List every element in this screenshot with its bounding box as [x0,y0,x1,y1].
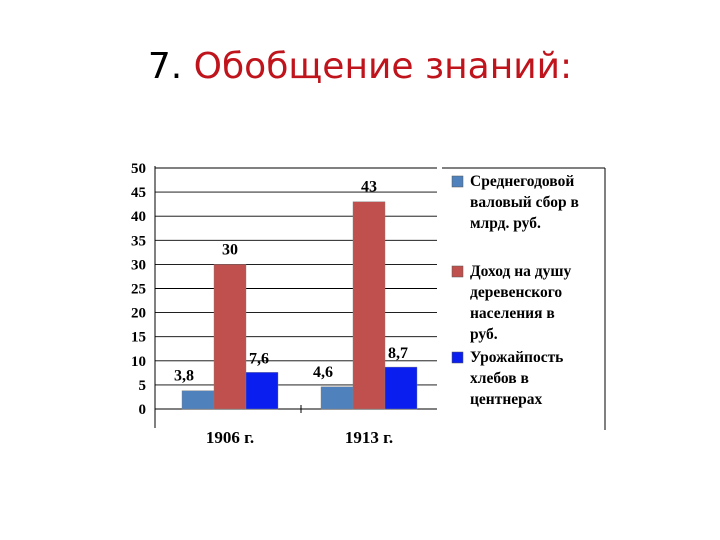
legend-text-1-3: руб. [470,326,498,343]
y-tick-label-2: 10 [131,354,146,370]
data-label-1-2: 8,7 [388,345,408,362]
y-tick-label-0: 0 [139,402,147,418]
x-category-label-0: 1906 г. [206,428,254,447]
data-label-1-0: 4,6 [313,364,333,381]
slide-title-text: Обобщение знаний: [193,46,573,87]
legend-text-1-0: Доход на душу [470,263,571,280]
data-label-0-0: 3,8 [174,368,194,385]
bar-0-0 [181,390,215,410]
bar-1-1 [352,201,386,410]
axes: 0 5 10 15 20 25 30 35 40 45 50 1906 г. 1913 г. [131,161,437,447]
y-tick-label-5: 25 [131,282,146,298]
legend-text-1-2: населения в [470,305,555,322]
slide-title-number: 7. [147,46,183,87]
legend-text-0-1: валовый сбор в [470,194,579,211]
y-tick-label-4: 20 [131,306,146,322]
y-tick-label-6: 30 [131,257,146,273]
y-tick-label-3: 15 [131,330,146,346]
bar-0-2 [245,372,279,410]
legend-text-1-1: деревенского [470,284,562,301]
legend-text-0-0: Среднегодовой [470,173,574,190]
y-tick-label-1: 5 [139,378,147,394]
data-label-0-2: 7,6 [249,350,269,367]
legend-swatch-0 [451,175,464,188]
bar-1-0 [320,386,354,410]
bar-1-2 [384,366,418,410]
y-tick-label-8: 40 [131,209,146,225]
legend-swatch-2 [451,351,464,364]
y-tick-label-10: 50 [131,161,146,177]
legend-text-0-2: млрд. руб. [470,215,541,232]
legend-text-2-2: центнерах [470,391,543,408]
y-tick-label-7: 35 [131,233,146,249]
bar-0-1 [213,264,247,410]
legend: Среднегодовой валовый сбор в млрд. руб. Дох… [442,167,606,430]
data-label-0-1: 30 [222,241,238,258]
bars [181,201,418,410]
data-labels: 3,8 30 7,6 4,6 43 8,7 [174,179,408,385]
x-category-label-1: 1913 г. [345,428,393,447]
legend-text-2-1: хлебов в [470,370,529,387]
gridlines [155,167,437,386]
legend-text-2-0: Урожайпость [470,349,563,366]
slide-title: 7. Обобщение знаний: [0,40,720,94]
y-tick-label-9: 45 [131,185,146,201]
data-label-1-1: 43 [361,179,377,196]
legend-swatch-1 [451,265,464,278]
